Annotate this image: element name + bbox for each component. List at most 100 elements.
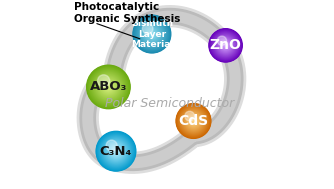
Circle shape xyxy=(190,117,197,125)
Circle shape xyxy=(143,25,161,43)
Circle shape xyxy=(181,108,206,134)
Circle shape xyxy=(111,146,121,156)
Circle shape xyxy=(190,118,196,124)
Circle shape xyxy=(97,75,120,99)
Circle shape xyxy=(211,31,240,60)
Circle shape xyxy=(183,110,204,132)
Circle shape xyxy=(99,134,133,168)
Circle shape xyxy=(144,26,159,42)
Circle shape xyxy=(103,138,129,165)
Circle shape xyxy=(187,115,199,127)
Text: ABO₃: ABO₃ xyxy=(90,81,127,93)
Circle shape xyxy=(100,79,117,95)
Text: C₃N₄: C₃N₄ xyxy=(100,145,132,158)
Circle shape xyxy=(192,120,195,122)
Circle shape xyxy=(214,34,237,57)
Circle shape xyxy=(107,142,125,160)
Circle shape xyxy=(109,144,123,158)
Circle shape xyxy=(98,76,119,98)
Circle shape xyxy=(96,74,122,100)
Circle shape xyxy=(185,113,202,129)
Circle shape xyxy=(101,79,116,94)
Circle shape xyxy=(218,37,233,53)
Circle shape xyxy=(220,40,230,50)
Circle shape xyxy=(211,31,240,60)
Circle shape xyxy=(185,111,194,121)
Circle shape xyxy=(182,110,205,132)
Circle shape xyxy=(96,74,121,99)
Circle shape xyxy=(145,27,159,41)
Circle shape xyxy=(191,118,196,124)
Circle shape xyxy=(184,111,203,131)
Circle shape xyxy=(187,115,200,128)
Circle shape xyxy=(183,111,203,131)
Circle shape xyxy=(190,118,197,124)
Circle shape xyxy=(183,111,204,131)
Circle shape xyxy=(147,29,157,39)
Circle shape xyxy=(106,84,111,90)
Circle shape xyxy=(225,45,226,46)
Circle shape xyxy=(178,106,209,136)
Circle shape xyxy=(87,65,130,109)
Circle shape xyxy=(186,114,201,128)
Circle shape xyxy=(104,139,128,163)
Circle shape xyxy=(222,42,229,49)
Circle shape xyxy=(88,67,129,107)
Circle shape xyxy=(145,27,159,41)
Circle shape xyxy=(91,69,126,105)
Circle shape xyxy=(181,109,206,133)
Circle shape xyxy=(137,19,167,49)
Circle shape xyxy=(87,66,130,108)
Circle shape xyxy=(102,81,115,94)
Circle shape xyxy=(144,26,160,42)
Circle shape xyxy=(94,72,123,102)
Circle shape xyxy=(100,135,132,167)
Circle shape xyxy=(105,83,112,91)
Circle shape xyxy=(114,149,118,153)
Circle shape xyxy=(210,29,241,61)
Circle shape xyxy=(212,32,239,59)
Circle shape xyxy=(89,67,128,107)
Circle shape xyxy=(223,43,228,48)
Circle shape xyxy=(217,37,234,54)
Circle shape xyxy=(106,140,117,151)
Circle shape xyxy=(94,73,123,101)
Circle shape xyxy=(100,135,132,168)
Circle shape xyxy=(217,37,234,54)
Circle shape xyxy=(192,119,195,123)
Circle shape xyxy=(109,144,123,159)
Circle shape xyxy=(217,36,226,45)
Circle shape xyxy=(140,22,164,46)
Circle shape xyxy=(139,21,165,47)
Circle shape xyxy=(221,41,230,50)
Circle shape xyxy=(210,30,241,61)
Circle shape xyxy=(148,30,156,38)
Circle shape xyxy=(106,141,126,161)
Circle shape xyxy=(115,150,117,152)
Circle shape xyxy=(215,35,236,56)
Circle shape xyxy=(189,117,198,125)
Circle shape xyxy=(135,18,168,51)
Circle shape xyxy=(100,78,117,96)
Circle shape xyxy=(102,137,130,165)
Circle shape xyxy=(186,114,200,128)
Circle shape xyxy=(150,32,154,36)
Circle shape xyxy=(225,45,226,46)
Circle shape xyxy=(95,73,122,101)
Circle shape xyxy=(148,30,156,38)
Circle shape xyxy=(186,113,201,129)
Circle shape xyxy=(108,86,109,88)
Circle shape xyxy=(218,38,233,53)
Circle shape xyxy=(191,119,196,123)
Circle shape xyxy=(182,109,205,133)
Circle shape xyxy=(142,24,162,44)
Circle shape xyxy=(101,136,131,166)
Circle shape xyxy=(224,44,227,47)
Circle shape xyxy=(108,143,124,160)
Circle shape xyxy=(93,72,124,102)
Circle shape xyxy=(98,75,110,87)
Circle shape xyxy=(134,16,170,53)
Circle shape xyxy=(147,29,157,39)
Circle shape xyxy=(140,22,164,46)
Circle shape xyxy=(101,80,116,94)
